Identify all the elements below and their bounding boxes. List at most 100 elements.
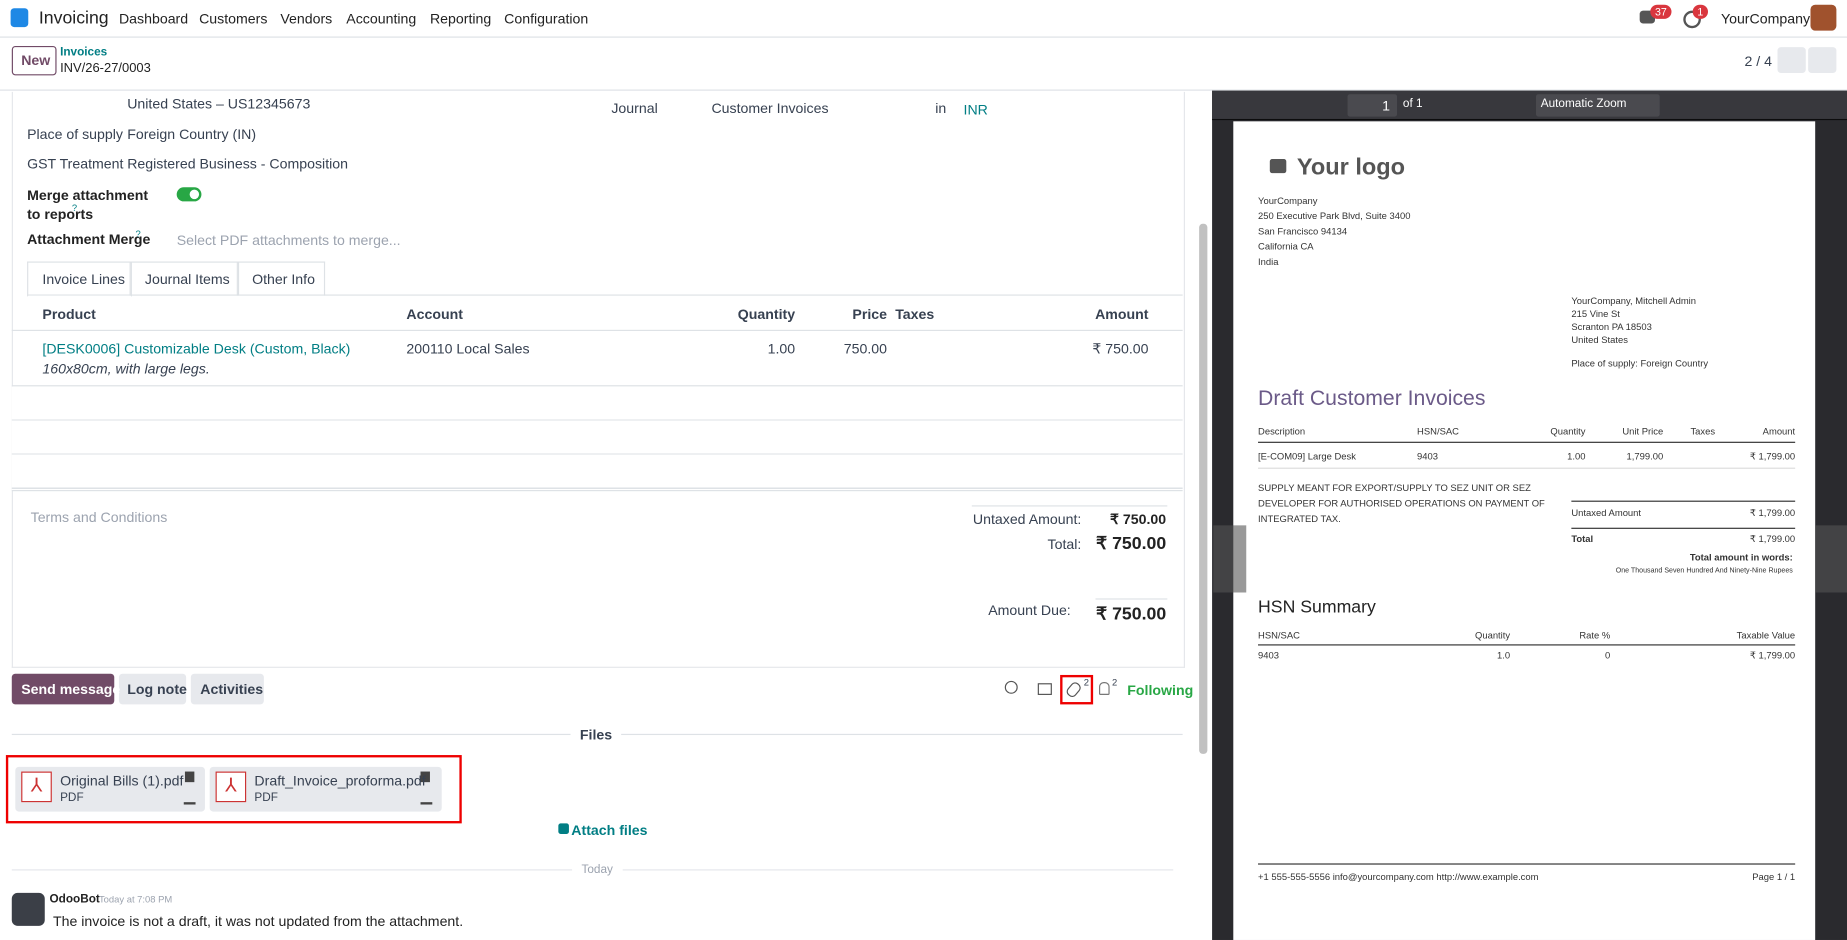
pager-next[interactable] (1808, 47, 1837, 74)
doc-header: Description (1258, 426, 1306, 438)
tab-line (27, 294, 1183, 296)
menu-item[interactable]: Configuration (504, 10, 589, 28)
logo: Your logo (1296, 154, 1406, 181)
new-button[interactable] (11, 45, 57, 76)
company[interactable]: YourCompany (1720, 10, 1811, 28)
text: Amount Due: (988, 601, 1071, 619)
expand-icon[interactable] (1037, 683, 1052, 695)
activity-icon[interactable] (1683, 10, 1701, 29)
download-icon[interactable] (420, 793, 433, 805)
following[interactable]: Following (1127, 682, 1194, 699)
prev-arrow[interactable] (1213, 525, 1247, 593)
terms: Terms and Conditions (30, 508, 168, 526)
download-icon[interactable] (183, 793, 196, 805)
doc-line (1258, 441, 1796, 443)
label: Merge attachment to reports (27, 187, 149, 223)
menu-item[interactable]: Accounting (346, 10, 417, 28)
tab-label[interactable]: Invoice Lines (42, 270, 125, 288)
avatar[interactable] (1810, 4, 1837, 31)
next-arrow[interactable] (1815, 525, 1847, 593)
empty-rows (11, 385, 1183, 492)
address: 250 Executive Park Blvd, Suite 3400 (1258, 210, 1411, 222)
words: One Thousand Seven Hundred And Ninety-Ni… (1615, 567, 1793, 575)
doc-header: Unit Price (1622, 426, 1664, 438)
pager[interactable]: 2 / 4 (1744, 53, 1773, 70)
time: Today at 7:08 PM (98, 894, 173, 905)
tab-label[interactable]: Journal Items (144, 270, 230, 288)
tab-label[interactable]: Other Info (252, 270, 315, 288)
text: 1.00 (767, 340, 796, 357)
doc-header: Amount (1762, 426, 1796, 438)
scrollbar[interactable] (1199, 223, 1208, 754)
address: YourCompany, Mitchell Admin (1571, 295, 1697, 307)
log-button[interactable] (118, 673, 187, 705)
label: Journal (611, 100, 658, 117)
text: Total: (1047, 535, 1082, 553)
doc-cell: 9403 (1417, 451, 1439, 462)
trash-icon[interactable] (184, 771, 195, 783)
page-input[interactable] (1347, 94, 1398, 117)
zoom-select[interactable] (1536, 94, 1660, 117)
plus-icon (558, 823, 569, 834)
menu-item[interactable]: Customers (199, 10, 268, 28)
tab[interactable] (129, 261, 240, 296)
doc-header: Taxable Value (1736, 630, 1796, 641)
send-button[interactable] (11, 673, 115, 705)
pdf-toolbar (1212, 90, 1847, 121)
totals-line (1095, 598, 1168, 600)
menu-item[interactable]: Vendors (280, 10, 333, 28)
button-label[interactable]: Send message (21, 680, 121, 698)
address: 215 Vine St (1571, 308, 1620, 320)
address: United States (1571, 334, 1628, 346)
words-label: Total amount in words: (1689, 552, 1793, 564)
address: Scranton PA 18503 (1571, 321, 1652, 333)
file-card[interactable] (209, 766, 442, 812)
currency[interactable]: INR (963, 101, 988, 118)
attach-link[interactable]: Attach files (571, 822, 648, 839)
help: ? (71, 202, 78, 214)
file-name[interactable]: Draft_Invoice_proforma.pdf (254, 772, 426, 790)
breadcrumb[interactable]: Invoices (60, 45, 108, 59)
navbar (0, 0, 1847, 38)
value: ₹ 750.00 (1109, 511, 1167, 528)
form-sheet (11, 91, 1185, 668)
placeholder[interactable]: Select PDF attachments to merge... (176, 232, 401, 249)
trash-icon[interactable] (420, 771, 430, 783)
button-label[interactable]: Activities (200, 680, 264, 698)
col-header: Amount (1095, 306, 1149, 323)
badge: 1 (1692, 4, 1709, 19)
menu-item[interactable]: Dashboard (118, 10, 189, 28)
text: ₹ 750.00 (1092, 340, 1149, 357)
search-icon[interactable] (1004, 680, 1018, 694)
today: Today (572, 863, 623, 877)
app-name[interactable]: Invoicing (38, 8, 109, 29)
tab[interactable] (236, 261, 326, 296)
record-name: INV/26-27/0003 (60, 61, 151, 76)
value: ₹ 750.00 (1095, 604, 1167, 625)
product[interactable]: [DESK0006] Customizable Desk (Custom, Bl… (42, 340, 351, 357)
author: OdooBot (49, 892, 100, 906)
files-header: Files (570, 726, 622, 744)
doc-cell: 1.0 (1497, 650, 1511, 661)
badge: 37 (1650, 4, 1672, 19)
doc-title: Draft Customer Invoices (1258, 386, 1486, 410)
menu-item[interactable]: Reporting (429, 10, 492, 28)
label: Place of supply (27, 126, 123, 143)
zoom[interactable]: Automatic Zoom (1540, 97, 1627, 111)
doc-cell: ₹ 1,799.00 (1749, 451, 1796, 462)
follower-icon[interactable] (1099, 682, 1110, 695)
doc-cell: 1.00 (1567, 451, 1586, 462)
activities-button[interactable] (190, 673, 264, 705)
new-label[interactable]: New (21, 51, 51, 69)
doc-header: HSN/SAC (1258, 630, 1300, 641)
file-name[interactable]: Original Bills (1).pdf (60, 772, 184, 790)
button-label[interactable]: Log note (127, 680, 187, 698)
app-icon[interactable] (10, 8, 29, 28)
col-header: Account (406, 306, 463, 323)
toggle[interactable] (176, 187, 202, 202)
active-tab[interactable] (27, 261, 132, 297)
pager-prev[interactable] (1777, 47, 1806, 74)
bot-avatar (11, 892, 45, 926)
doc-line (1571, 527, 1796, 529)
logo-icon (1269, 159, 1287, 174)
